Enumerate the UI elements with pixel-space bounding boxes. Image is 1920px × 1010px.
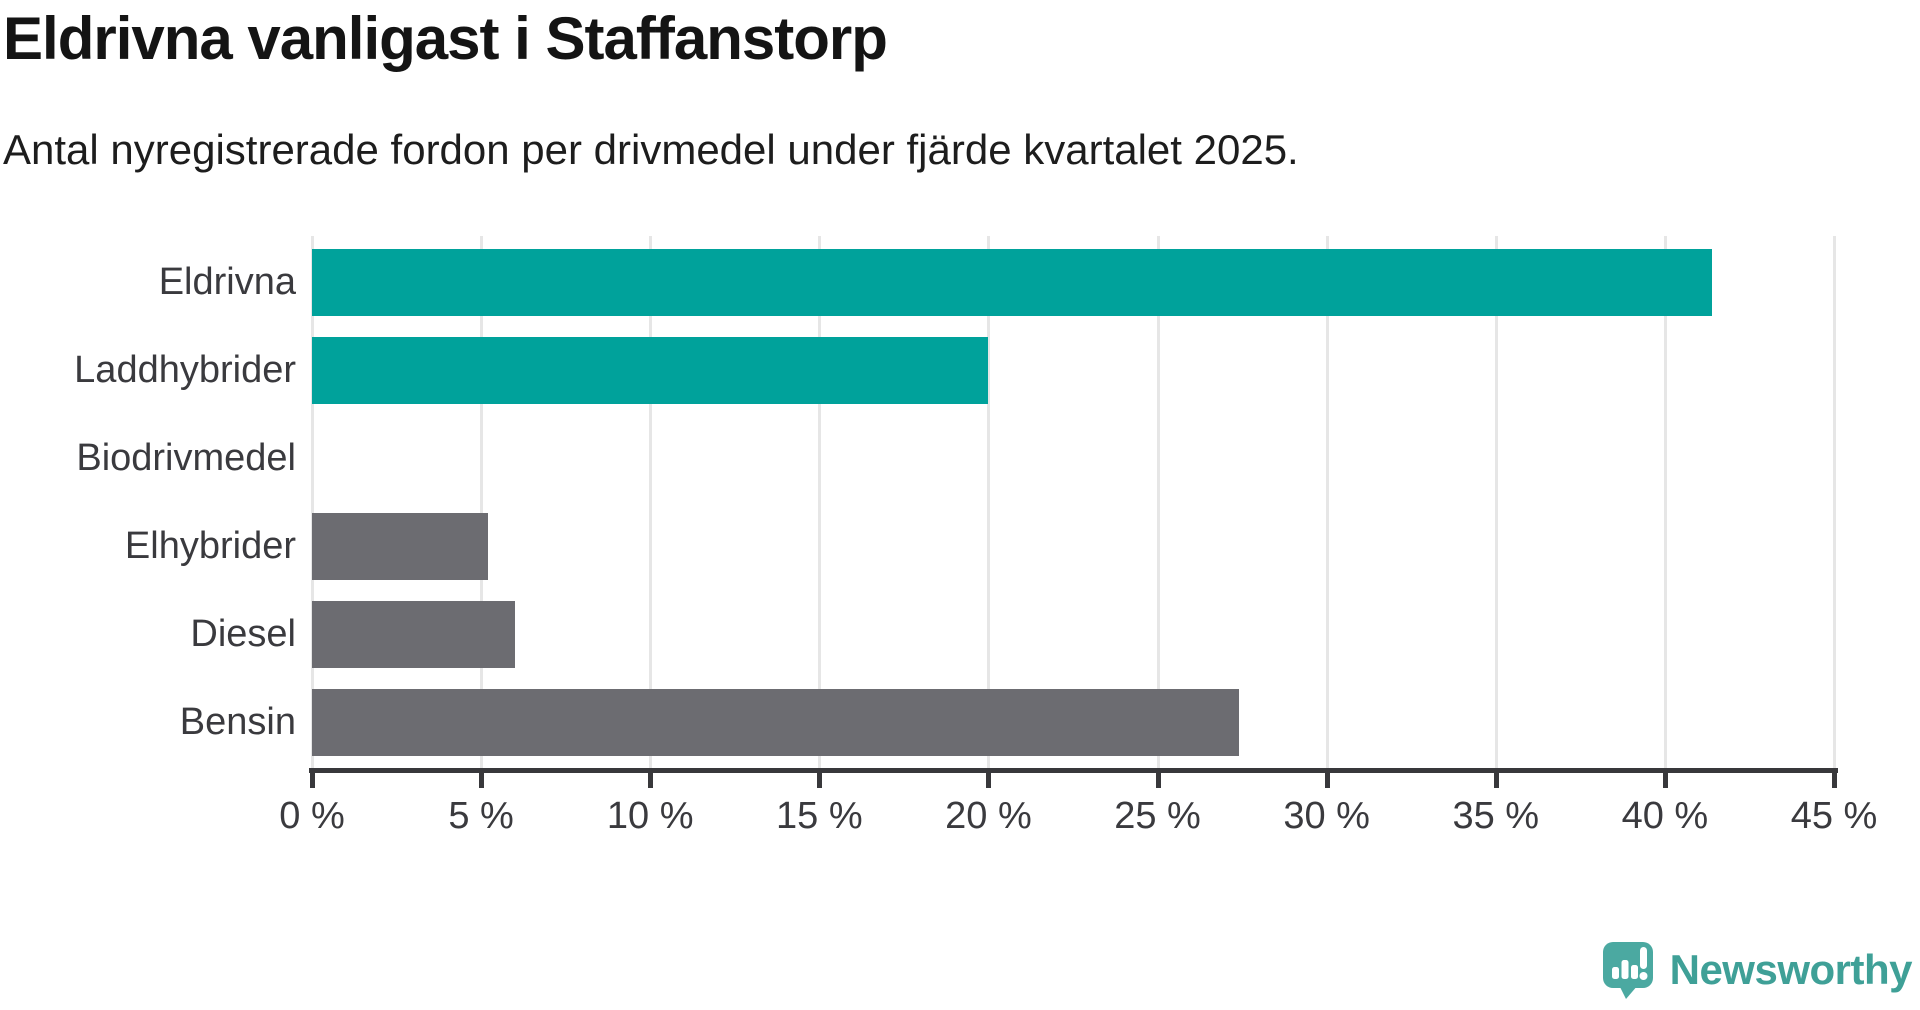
x-tick-label-0: 0 % bbox=[279, 795, 345, 837]
category-label-diesel: Diesel bbox=[190, 613, 296, 655]
x-tick-label-30: 30 % bbox=[1283, 795, 1370, 837]
x-tick-mark-30 bbox=[1324, 773, 1330, 788]
gridline-0-percent bbox=[311, 236, 314, 770]
gridline-40-percent bbox=[1663, 236, 1667, 770]
newsworthy-logo-icon bbox=[1602, 942, 1653, 999]
gridline-45-percent bbox=[1833, 236, 1836, 770]
x-tick-label-45: 45 % bbox=[1790, 795, 1878, 837]
gridline-20-percent bbox=[987, 236, 991, 770]
category-label-laddhybrider: Laddhybrider bbox=[74, 349, 296, 391]
x-tick-mark-35 bbox=[1493, 773, 1499, 788]
x-tick-mark-40 bbox=[1662, 773, 1668, 788]
x-tick-label-35: 35 % bbox=[1452, 795, 1540, 837]
x-tick-label-15: 15 % bbox=[776, 795, 863, 837]
x-axis-ticks: 0 % 5 % 10 % 15 % 20 % 25 % 30 % 35 % 40 % 45 % bbox=[279, 773, 1877, 837]
category-label-eldrivna: Eldrivna bbox=[158, 261, 296, 303]
x-tick-mark-0 bbox=[310, 773, 315, 788]
chart-subtitle: Antal nyregistrerade fordon per drivmede… bbox=[3, 126, 1299, 173]
x-tick-mark-10 bbox=[648, 773, 654, 788]
newsworthy-logo-text: Newsworthy bbox=[1669, 946, 1913, 993]
gridline-15-percent bbox=[818, 236, 822, 770]
x-tick-label-25: 25 % bbox=[1114, 795, 1201, 837]
category-label-bensin: Bensin bbox=[179, 701, 296, 743]
bar-diesel bbox=[312, 601, 515, 668]
category-label-elhybrider: Elhybrider bbox=[124, 525, 296, 567]
gridline-35-percent bbox=[1494, 236, 1498, 770]
x-tick-label-20: 20 % bbox=[945, 795, 1032, 837]
bar-chart-plot-area: Eldrivna Laddhybrider Biodrivmedel Elhybrid… bbox=[74, 236, 1836, 770]
chart-title: Eldrivna vanligast i Staffanstorp bbox=[3, 5, 888, 72]
x-tick-label-5: 5 % bbox=[448, 795, 514, 837]
x-tick-label-40: 40 % bbox=[1621, 795, 1709, 837]
newsworthy-logo: Newsworthy bbox=[1600, 940, 1913, 1000]
x-tick-mark-15 bbox=[817, 773, 823, 788]
x-axis-line bbox=[309, 768, 1838, 773]
gridline-10-percent bbox=[649, 236, 653, 770]
gridline-30-percent bbox=[1325, 236, 1329, 770]
gridline-5-percent bbox=[480, 236, 484, 770]
x-tick-mark-20 bbox=[986, 773, 992, 788]
gridline-25-percent bbox=[1156, 236, 1160, 770]
bar-laddhybrider bbox=[312, 337, 989, 404]
x-tick-mark-45 bbox=[1832, 773, 1837, 788]
category-label-biodrivmedel: Biodrivmedel bbox=[76, 437, 296, 479]
bar-elhybrider bbox=[312, 513, 488, 580]
bar-eldrivna bbox=[312, 249, 1713, 316]
bar-bensin bbox=[312, 689, 1239, 756]
x-tick-label-10: 10 % bbox=[606, 795, 694, 837]
x-tick-mark-25 bbox=[1155, 773, 1161, 788]
x-tick-mark-5 bbox=[479, 773, 485, 788]
